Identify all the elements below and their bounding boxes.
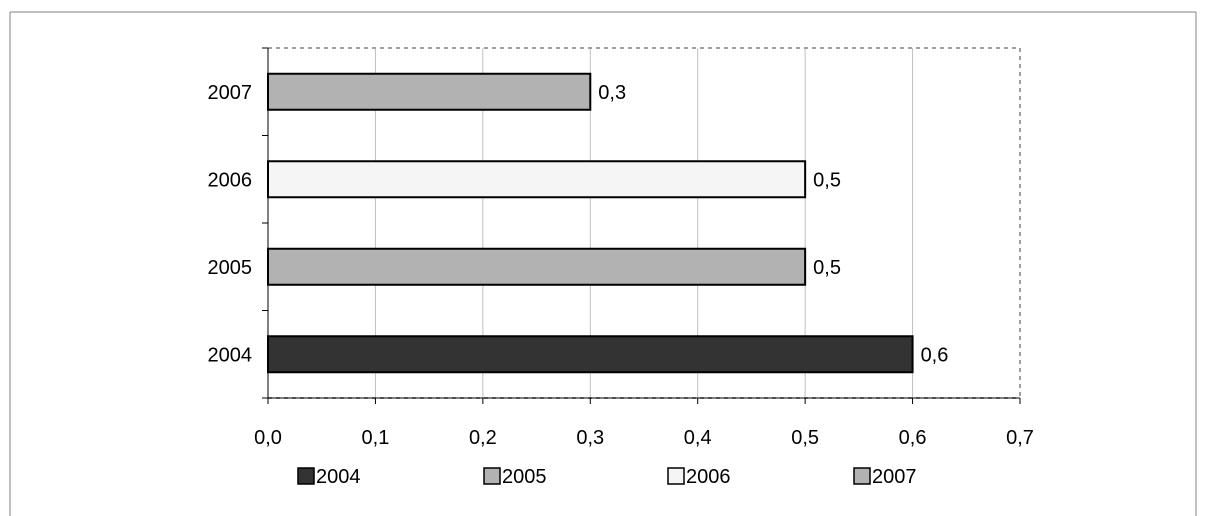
legend-swatch (667, 467, 685, 485)
bar (267, 247, 807, 286)
legend-swatch (483, 467, 501, 485)
category-label: 2006 (208, 169, 253, 191)
category-label: 2004 (208, 344, 253, 366)
legend-label: 2007 (872, 466, 917, 488)
category-label: 2005 (208, 257, 253, 279)
legend: 2004 2005 2006 2007 (297, 466, 917, 488)
x-tick-label: 0,6 (899, 427, 927, 449)
data-label: 0,3 (598, 82, 626, 104)
data-label: 0,5 (813, 169, 841, 191)
x-tick-label: 0,1 (362, 427, 390, 449)
x-tick-label: 0,3 (576, 427, 604, 449)
legend-swatch (297, 467, 315, 485)
category-label: 2007 (208, 82, 253, 104)
bar (267, 335, 914, 374)
x-tick-label: 0,7 (1006, 427, 1034, 449)
bar (267, 160, 807, 199)
bar (267, 72, 592, 111)
chart-border (9, 11, 1197, 516)
data-label: 0,6 (921, 344, 949, 366)
data-label: 0,5 (813, 257, 841, 279)
x-tick-label: 0,2 (469, 427, 497, 449)
plot-area: 0,0 0,1 0,2 0,3 0,4 0,5 0,6 0,7 2004 0,6 2005 0,5 20… (208, 47, 1034, 449)
legend-swatch (853, 467, 871, 485)
legend-label: 2005 (502, 466, 547, 488)
legend-label: 2004 (316, 466, 361, 488)
x-tick-label: 0,4 (684, 427, 712, 449)
x-tick-label: 0,5 (791, 427, 819, 449)
legend-label: 2006 (686, 466, 731, 488)
x-tick-label: 0,0 (254, 427, 282, 449)
